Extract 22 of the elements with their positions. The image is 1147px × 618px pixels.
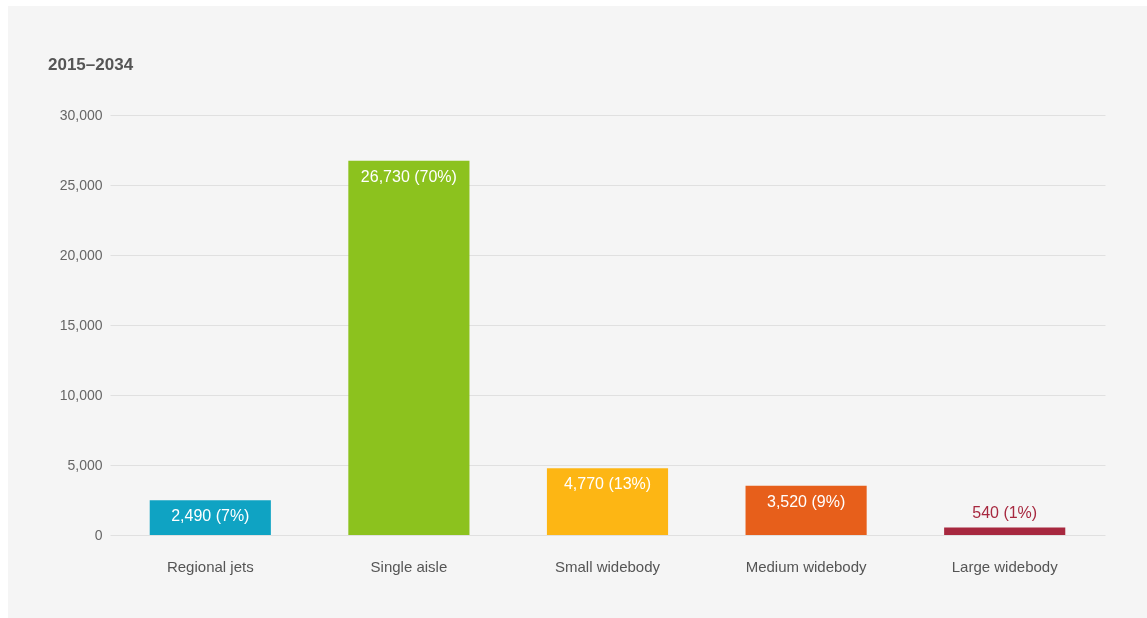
y-tick-label: 5,000 [67,456,103,473]
y-tick-label: 20,000 [59,246,103,263]
y-tick-label: 15,000 [59,316,103,333]
x-tick-label: Regional jets [166,557,254,575]
x-tick-label: Large widebody [951,557,1059,575]
data-label: 4,770 (13%) [563,475,652,493]
bar [348,160,470,535]
data-label: 540 (1%) [972,504,1038,522]
chart-title: 2015–2034 [48,55,134,74]
x-tick-label: Small widebody [554,557,661,575]
y-tick-label: 25,000 [59,176,103,193]
y-tick-label: 30,000 [59,106,103,123]
data-label: 3,520 (9%) [766,492,846,510]
data-label: 2,490 (7%) [171,507,250,525]
y-tick-label: 0 [94,526,103,543]
x-tick-label: Single aisle [370,557,448,575]
bar [745,485,867,535]
y-tick-label: 10,000 [59,386,103,403]
bar [546,468,669,535]
x-tick-label: Medium widebody [745,557,868,575]
data-label: 26,730 (70%) [360,167,457,185]
bar [944,527,1066,535]
